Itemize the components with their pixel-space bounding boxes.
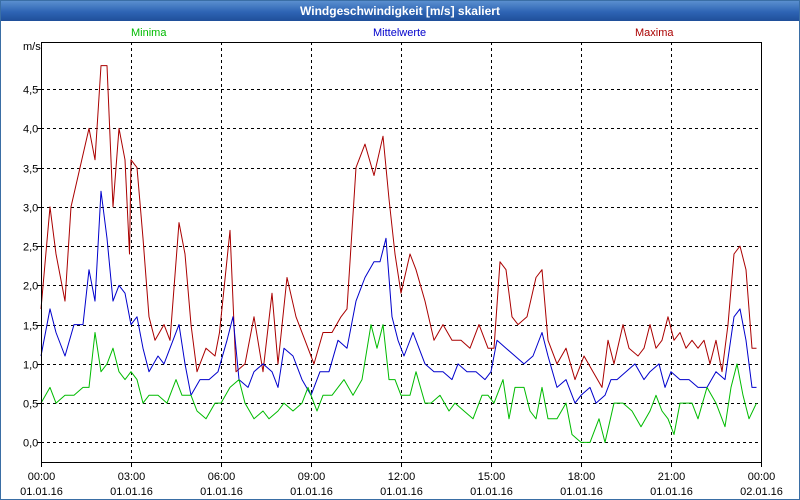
- x-tick-date: 01.01.16: [200, 486, 243, 498]
- x-tick-date: 01.01.16: [20, 486, 63, 498]
- series-layer: [40, 65, 757, 443]
- x-tick-time: 15:00: [478, 471, 506, 483]
- x-tick-date: 01.01.16: [380, 486, 423, 498]
- legend-maxima: Maxima: [635, 27, 674, 39]
- legend-mittelwerte: Mittelwerte: [373, 27, 427, 39]
- x-tick-date: 01.01.16: [110, 486, 153, 498]
- axis-layer: [37, 42, 762, 467]
- y-axis-label: m/s: [23, 41, 41, 53]
- x-tick-date: 02.01.16: [740, 486, 783, 498]
- series-line-maxima: [40, 65, 757, 388]
- y-tick-label: 2,0: [23, 281, 38, 293]
- series-line-minima: [40, 324, 757, 443]
- y-tick-label: 0,0: [23, 438, 38, 450]
- x-tick-time: 00:00: [748, 471, 776, 483]
- x-tick-time: 18:00: [568, 471, 596, 483]
- grid-layer: [41, 42, 761, 462]
- window-title: Windgeschwindigkeit [m/s] skaliert: [1, 1, 799, 21]
- x-tick-date: 01.01.16: [470, 486, 513, 498]
- x-tick-time: 00:00: [28, 471, 56, 483]
- x-tick-date: 01.01.16: [560, 486, 603, 498]
- x-tick-time: 06:00: [208, 471, 236, 483]
- y-tick-label: 2,5: [23, 242, 38, 254]
- y-tick-label: 4,0: [23, 124, 38, 136]
- tick-layer: 0,0 0,5 1,0 1,5 2,0 2,5 3,0 3,5 4,0 4,5 00:00 01.01…: [20, 85, 783, 499]
- y-tick-label: 1,5: [23, 321, 38, 333]
- y-tick-label: 1,0: [23, 360, 38, 372]
- x-tick-time: 03:00: [118, 471, 146, 483]
- y-tick-label: 0,5: [23, 399, 38, 411]
- x-tick-time: 21:00: [658, 471, 686, 483]
- plot-frame: [41, 42, 762, 463]
- x-tick-time: 09:00: [298, 471, 326, 483]
- y-tick-label: 4,5: [23, 85, 38, 97]
- legend-minima: Minima: [131, 27, 167, 39]
- x-tick-time: 12:00: [388, 471, 416, 483]
- x-tick-date: 01.01.16: [290, 486, 333, 498]
- y-tick-label: 3,5: [23, 164, 38, 176]
- y-tick-label: 3,0: [23, 203, 38, 215]
- x-tick-date: 01.01.16: [650, 486, 693, 498]
- series-line-mittelwerte: [40, 190, 757, 404]
